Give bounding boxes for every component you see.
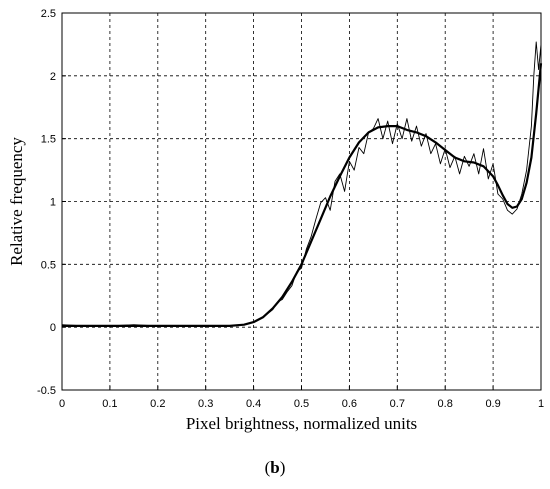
y-axis-label: Relative frequency bbox=[7, 137, 26, 266]
y-tick-label: -0.5 bbox=[37, 385, 56, 397]
y-tick-label: 2.5 bbox=[41, 8, 56, 20]
plot-frame bbox=[61, 12, 542, 391]
grid bbox=[61, 12, 542, 391]
x-tick-label: 0.6 bbox=[342, 398, 357, 410]
x-tick-label: 0.7 bbox=[390, 398, 405, 410]
x-tick-label: 0.2 bbox=[150, 398, 165, 410]
y-tick-labels: -0.5 0 0.5 1 1.5 2 2.5 bbox=[37, 8, 56, 397]
smooth-series-line bbox=[62, 63, 543, 327]
y-tick-label: 0 bbox=[50, 322, 56, 334]
x-tick-label: 0.4 bbox=[246, 398, 261, 410]
x-axis-label: Pixel brightness, normalized units bbox=[186, 414, 417, 433]
x-tick-label: 0.9 bbox=[485, 398, 500, 410]
y-tick-label: 1.5 bbox=[41, 134, 56, 146]
x-tick-labels: 0 0.1 0.2 0.3 0.4 0.5 0.6 0.7 0.8 0.9 1 bbox=[59, 398, 544, 410]
caption-close: ) bbox=[279, 458, 286, 477]
y-tick-label: 0.5 bbox=[41, 259, 56, 271]
x-tick-label: 0 bbox=[59, 398, 65, 410]
x-tick-label: 0.1 bbox=[102, 398, 117, 410]
x-tick-label: 1 bbox=[538, 398, 544, 410]
x-tick-label: 0.3 bbox=[198, 398, 213, 410]
figure-caption: (b) bbox=[0, 458, 550, 478]
caption-open: ( bbox=[264, 458, 271, 477]
series-layer bbox=[61, 41, 543, 327]
caption-letter: b bbox=[270, 458, 280, 477]
x-tick-label: 0.5 bbox=[294, 398, 309, 410]
y-tick-label: 2 bbox=[50, 71, 56, 83]
y-tick-label: 1 bbox=[50, 197, 56, 209]
x-tick-label: 0.8 bbox=[438, 398, 453, 410]
